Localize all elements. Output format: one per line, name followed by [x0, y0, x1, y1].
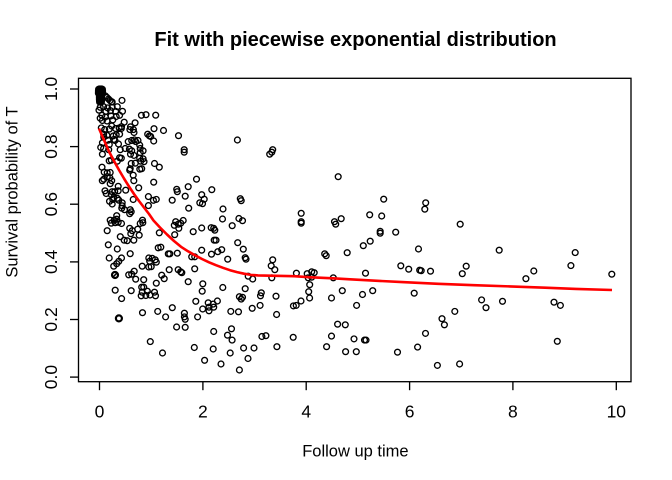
svg-text:0.2: 0.2: [41, 307, 61, 331]
svg-text:Follow up time: Follow up time: [302, 443, 408, 461]
svg-text:2: 2: [198, 402, 208, 422]
svg-text:Fit with piecewise exponential: Fit with piecewise exponential distribut…: [154, 29, 556, 51]
svg-text:4: 4: [301, 402, 311, 422]
svg-text:0.8: 0.8: [41, 134, 61, 158]
svg-text:6: 6: [405, 402, 415, 422]
svg-text:1.0: 1.0: [41, 77, 61, 102]
svg-text:0.6: 0.6: [41, 192, 61, 216]
svg-text:0.4: 0.4: [41, 249, 61, 274]
svg-text:Survival probability of T: Survival probability of T: [4, 106, 22, 277]
svg-text:8: 8: [508, 402, 518, 422]
svg-text:0: 0: [95, 402, 105, 422]
svg-text:10: 10: [607, 402, 627, 422]
svg-text:0.0: 0.0: [41, 365, 61, 390]
